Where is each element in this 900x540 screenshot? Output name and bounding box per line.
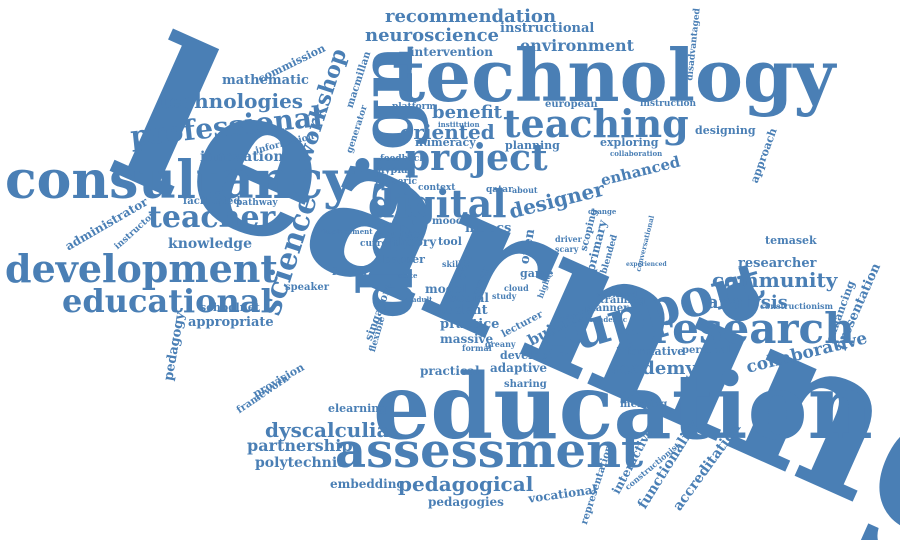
word-appropriate: appropriate [188,315,274,330]
word-teaching: teaching [503,101,689,146]
word-exploring: exploring [600,136,659,149]
word-practice: practice [440,317,500,332]
word-innovation: innovation [200,149,284,165]
word-european: european [545,99,598,110]
word-scary: scary [555,244,579,254]
word-facilitated: facilitated [183,196,241,207]
word-polytechnic: polytechnic [255,455,346,471]
word-training: training [600,295,646,306]
word-develop: develop [500,349,548,362]
word-social: social [450,291,489,305]
word-adaptive: adaptive [490,361,548,375]
word-platform: platform [392,102,436,112]
word-neuroscience: neuroscience [365,25,499,46]
word-researcher: researcher [738,256,817,271]
word-theory: theory [393,235,437,249]
word-consultancy: consultancy [5,150,354,211]
word-mooc: mooc [432,216,463,227]
word-analysis: analysis [707,292,788,313]
word-pathway: pathway [236,198,278,208]
word-temasek: temasek [765,234,817,247]
word-tool: tool [438,235,462,248]
word-recommendation: recommendation [385,6,557,27]
word-designing: designing [695,124,756,137]
word-formative: formative [625,345,685,358]
word-elearning: elearning [328,402,387,415]
word-technology: technology [392,33,836,118]
word-assessment: assessment [335,423,644,479]
word-project: project [405,137,548,179]
word-study: study [492,291,517,301]
word-embedding: embedding [330,477,405,491]
word-career: career [368,219,397,229]
word-greany: greany [485,339,516,349]
word-cloud: cloud [504,283,529,293]
word-technologies: technologies [160,89,304,113]
word-current: current [360,239,398,249]
word-institution: institution [438,120,480,129]
word-numeracy: numeracy [415,136,476,149]
word-personal: personal [682,345,731,356]
word-instructional: instructional [500,21,595,36]
word-numeric: numeric [375,177,417,187]
word-research: research [650,304,855,353]
word-experienced: experienced [626,261,667,268]
word-framework: framework [234,373,292,417]
word-environment: environment [520,36,635,55]
word-driver: driver [555,234,582,244]
word-digital: digital [368,181,507,226]
word-planner: planner [585,303,629,314]
word-knowledge: knowledge [168,236,252,252]
word-partnership: partnership [247,436,353,455]
word-adult: adult [412,295,433,304]
word-teacher: teacher [148,200,276,235]
word-oriented: oriented [400,120,495,144]
word-qatar: qatar [486,185,513,195]
word-pedagogy: pedagogy [161,311,189,382]
word-context: context [418,183,456,193]
word-constructionism: constructionism [760,301,834,311]
word-enhanced: enhanced [598,152,683,190]
word-massive: massive [440,332,494,346]
word-workload: workload [596,289,638,299]
word-educational: educational [62,282,273,320]
word-planning: planning [505,139,560,152]
word-model: model [425,282,467,296]
word-development: development [5,246,278,291]
word-formal: formal [462,343,492,353]
word-mathematic: mathematic [222,73,309,88]
word-fusion: fusion [332,267,367,278]
word-skill: skill [442,259,462,269]
word-merging: merging [620,399,668,410]
word-about: about [512,185,538,195]
word-myplan: myplan [374,165,415,176]
word-state: state [398,271,418,280]
word-benefit: benefit [432,102,502,123]
word-schoolnet: schoolnet [200,301,260,314]
word-game: game [520,267,554,280]
word-pedagogies: pedagogies [428,495,504,509]
word-dyscalculia: dyscalculia [265,418,390,442]
word-student: student [432,303,488,318]
word-pedagogical: pedagogical [398,472,534,496]
word-moocs: moocs [465,221,512,236]
word-learner: learner [380,253,425,266]
word-intervention: intervention [410,45,493,59]
word-speaker: speaker [285,282,330,293]
word-academic: academic [590,315,628,324]
word-academy: academy [608,358,696,379]
word-displacement: displacement [320,227,373,236]
word-collaboration: collaboration [610,149,663,158]
word-instruction: instruction [640,99,697,109]
word-sharing: sharing [504,379,547,390]
word-change: change [588,207,617,216]
word-feedback: feedback [380,154,426,164]
word-practical: practical [420,364,480,378]
word-course: course [375,227,420,241]
word-education: education [373,354,873,460]
word-community: community [712,268,838,292]
